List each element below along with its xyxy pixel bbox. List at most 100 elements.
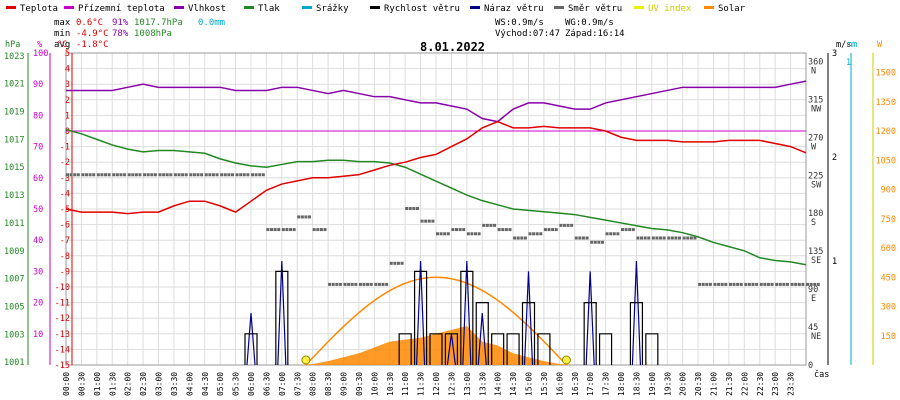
legend-label: UV index xyxy=(648,4,692,14)
wind-direction-point xyxy=(659,236,663,240)
tick-temp: -5 xyxy=(60,205,70,215)
wind-direction-point xyxy=(177,173,181,177)
wind-direction-point xyxy=(562,223,566,227)
wind-direction-point xyxy=(513,236,517,240)
tick-hpa: 1017 xyxy=(4,135,24,145)
wind-direction-point xyxy=(415,207,419,210)
wind-direction-point xyxy=(184,173,188,177)
wind-direction-point xyxy=(554,228,558,232)
ws-text: WS:0.9m/s xyxy=(495,18,544,28)
tick-x: 18:30 xyxy=(632,372,641,396)
wind-direction-point xyxy=(609,232,613,236)
tick-x: 06:30 xyxy=(262,372,271,396)
tick-solar: 750 xyxy=(881,215,896,225)
wind-direction-point xyxy=(112,173,116,177)
tick-temp: 1 xyxy=(65,111,70,121)
wind-direction-point xyxy=(239,173,243,177)
tick-hpa: 1005 xyxy=(4,303,24,313)
wind-direction-point xyxy=(343,282,347,286)
wind-direction-point xyxy=(389,261,393,265)
wind-direction-point xyxy=(189,173,193,177)
unit-degc: °C xyxy=(57,40,67,50)
temperature-line xyxy=(65,120,807,215)
tick-temp: -11 xyxy=(55,299,70,309)
speed-step xyxy=(645,333,659,365)
tick-solar: 450 xyxy=(881,273,896,283)
tick-x: 10:30 xyxy=(386,372,395,396)
tick-x: 08:00 xyxy=(309,372,318,396)
wind-direction-point xyxy=(270,228,274,232)
tick-x: 02:30 xyxy=(139,372,148,396)
gust-spike xyxy=(415,260,426,366)
wind-direction-point xyxy=(451,228,455,232)
humidity-line xyxy=(66,80,807,123)
wind-direction-point xyxy=(292,228,296,232)
sunrise-text: Východ:07:47 xyxy=(495,29,560,39)
wind-direction-point xyxy=(477,232,481,236)
wind-direction-point xyxy=(208,173,212,177)
tick-temp: 4 xyxy=(65,65,70,75)
max-temp: 0.6°C xyxy=(76,18,103,28)
wind-direction-point xyxy=(489,223,493,227)
tick-solar: 1050 xyxy=(876,156,896,166)
tick-x: 18:00 xyxy=(617,372,626,396)
wind-direction-point xyxy=(446,232,450,236)
wind-direction-point xyxy=(277,228,281,232)
tick-temp: -3 xyxy=(60,174,70,184)
wind-direction-point xyxy=(123,173,127,177)
wind-direction-point xyxy=(211,173,215,177)
tick-hpa: 1019 xyxy=(4,108,24,118)
wind-direction-point xyxy=(230,173,234,177)
wind-direction-point xyxy=(600,240,604,244)
wind-direction-point xyxy=(816,282,820,286)
tick-dir-label: E xyxy=(811,294,816,304)
tick-solar: 1500 xyxy=(876,69,896,79)
unit-hpa: hPa xyxy=(5,40,20,50)
max-label: max xyxy=(54,18,71,28)
wind-direction-point xyxy=(797,282,801,286)
legend-label: Náraz větru xyxy=(484,4,544,14)
legend-swatch xyxy=(174,6,184,9)
wind-direction-point xyxy=(605,232,609,236)
wind-direction-point xyxy=(100,173,104,177)
tick-x: 11:30 xyxy=(417,372,426,396)
wind-direction-point xyxy=(304,215,308,219)
wind-direction-point xyxy=(251,173,254,177)
wind-direction-point xyxy=(385,282,389,286)
legend: Teplota Přízemní teplota Vlhkost Tlak Srážky… xyxy=(6,4,746,14)
wind-direction-point xyxy=(501,228,505,232)
tick-mm: 1 xyxy=(846,58,851,68)
tick-x: 04:00 xyxy=(185,372,194,396)
wind-direction-point xyxy=(593,240,597,244)
wind-direction-point xyxy=(547,228,551,232)
tick-hpa: 1009 xyxy=(4,247,24,257)
wind-direction-point xyxy=(297,215,301,219)
speed-step xyxy=(521,302,536,365)
tick-x: 20:00 xyxy=(679,372,688,396)
wind-direction-point xyxy=(581,236,585,240)
wind-direction-point xyxy=(717,282,721,286)
wind-direction-point xyxy=(215,173,219,177)
speed-step xyxy=(460,270,474,365)
tick-pct: 40 xyxy=(33,236,43,246)
wind-direction-point xyxy=(223,173,227,177)
sun-marker xyxy=(561,355,571,365)
tick-hpa: 1001 xyxy=(4,358,24,368)
chart-date: 8.01.2022 xyxy=(420,40,485,54)
speed-step xyxy=(598,333,613,365)
tick-hpa: 1003 xyxy=(4,330,24,340)
wind-direction-point xyxy=(466,232,470,236)
wind-direction-point xyxy=(516,236,520,240)
legend-swatch xyxy=(64,6,74,9)
avg-temp: -1.8°C xyxy=(76,40,109,50)
wind-direction-point xyxy=(693,236,697,240)
wind-direction-point xyxy=(532,232,536,236)
gust-spike xyxy=(477,312,487,366)
wind-direction-point xyxy=(196,173,200,177)
axes: 1023102110191017101510131011100910071005… xyxy=(4,49,896,396)
tick-solar: 150 xyxy=(881,332,896,342)
wind-direction-point xyxy=(528,232,532,236)
wind-direction-point xyxy=(153,173,157,177)
wind-direction-point xyxy=(69,173,73,177)
wind-direction-point xyxy=(667,236,671,240)
